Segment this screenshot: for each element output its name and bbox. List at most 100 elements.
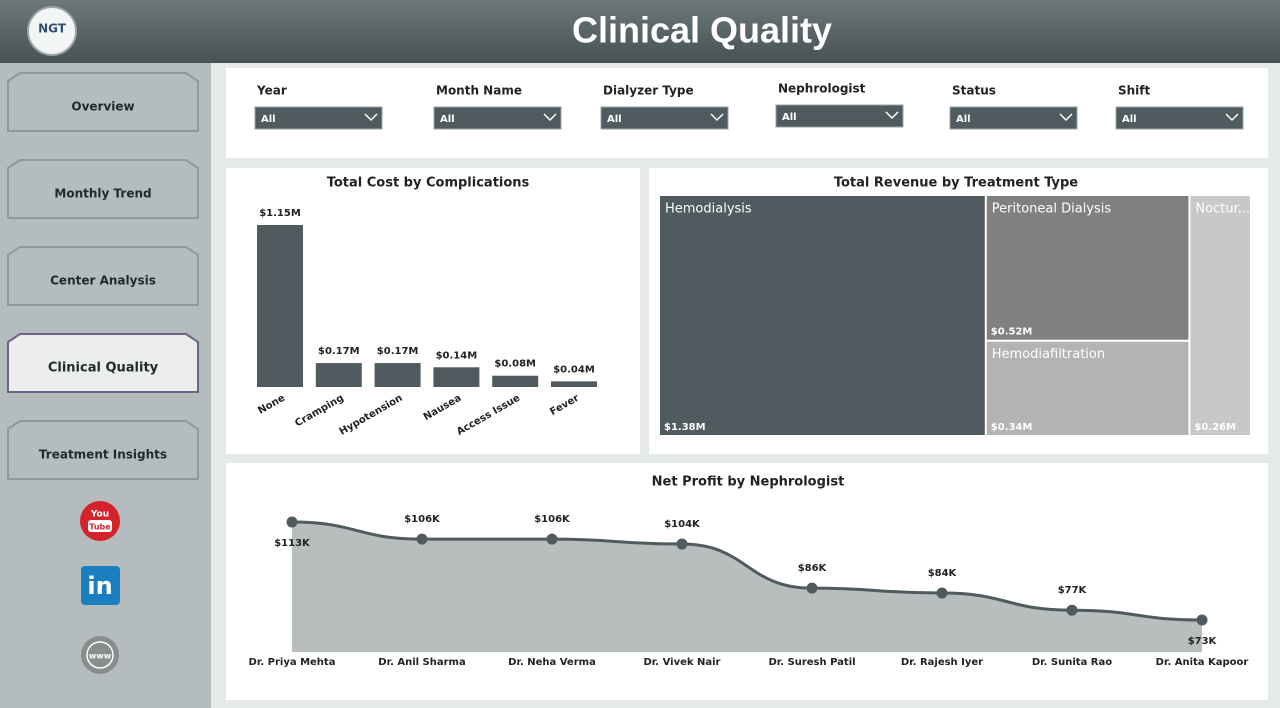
nav-label: Treatment Insights: [39, 448, 167, 462]
data-label: $0.08M: [494, 359, 536, 370]
page-title: Clinical Quality: [572, 10, 832, 51]
data-label: $77K: [1058, 585, 1088, 596]
nav-label: Center Analysis: [50, 274, 156, 288]
nav-label: Overview: [71, 100, 134, 114]
tile-label: Noctur...: [1195, 202, 1250, 217]
point: [416, 533, 428, 545]
dropdown-value: All: [607, 114, 622, 125]
chevron: [543, 113, 557, 122]
web-text: www: [89, 652, 112, 661]
treemap-tile: [1190, 196, 1250, 435]
filter-label: Year: [256, 84, 287, 98]
filter-label: Shift: [1118, 84, 1151, 98]
x-tick-label: Dr. Rajesh Iyer: [901, 657, 983, 668]
tile-value: $0.34M: [991, 422, 1033, 433]
chart-title: Net Profit by Nephrologist: [652, 475, 845, 490]
point: [1066, 604, 1078, 616]
data-label: $0.17M: [377, 346, 419, 357]
filter-label: Month Name: [436, 84, 522, 98]
filter-panel: [226, 68, 1268, 158]
data-label: $86K: [798, 563, 828, 574]
treemap-tile: [986, 341, 1189, 435]
header-bar: [0, 0, 1280, 63]
nav-label: Clinical Quality: [48, 361, 159, 376]
point: [1196, 614, 1208, 626]
point: [286, 516, 298, 528]
point: [936, 587, 948, 599]
data-label: $106K: [404, 514, 441, 525]
x-tick-label: Dr. Anita Kapoor: [1156, 657, 1249, 668]
nav-button[interactable]: [7, 72, 199, 132]
bar: [492, 375, 539, 387]
bar: [315, 363, 362, 387]
globe: [86, 641, 114, 669]
nav-button[interactable]: [7, 159, 199, 219]
data-label: $0.04M: [553, 364, 595, 375]
dropdown[interactable]: [1115, 106, 1244, 130]
dropdown-value: All: [782, 112, 797, 123]
point: [806, 582, 818, 594]
linkedin-icon[interactable]: [81, 566, 120, 605]
logo: [27, 6, 77, 56]
dropdown-value: All: [956, 114, 971, 125]
data-label: $73K: [1188, 636, 1218, 647]
nav-button[interactable]: [7, 420, 199, 480]
youtube-badge: [88, 520, 112, 532]
bar: [551, 381, 597, 387]
chevron: [885, 111, 899, 120]
tile-label: Peritoneal Dialysis: [992, 202, 1112, 217]
treemap-tile: [986, 196, 1189, 340]
logo-text: NGT: [38, 22, 67, 36]
dropdown-value: All: [261, 114, 276, 125]
chart-title: Total Cost by Complications: [327, 176, 530, 191]
treemap-tile: [660, 196, 985, 435]
x-tick-label: Dr. Priya Mehta: [249, 657, 336, 668]
point: [676, 538, 688, 550]
x-tick-label: Dr. Vivek Nair: [644, 657, 721, 668]
filter-label: Status: [952, 84, 996, 98]
tile-label: Hemodialysis: [665, 202, 752, 217]
tile-value: $1.38M: [664, 422, 706, 433]
chart-title: Total Revenue by Treatment Type: [834, 176, 1078, 191]
dropdown[interactable]: [433, 106, 562, 130]
linkedin-text: in: [87, 572, 112, 600]
bar: [257, 225, 303, 387]
data-label: $106K: [534, 514, 571, 525]
chevron: [1059, 113, 1073, 122]
data-label: $104K: [664, 519, 701, 530]
x-tick-label: Dr. Anil Sharma: [378, 657, 465, 668]
dropdown[interactable]: [600, 106, 729, 130]
nav-label: Monthly Trend: [54, 187, 151, 201]
data-label: $113K: [274, 538, 311, 549]
data-label: $1.15M: [259, 208, 301, 219]
area: [292, 522, 1202, 652]
youtube-text: Tube: [89, 523, 111, 532]
line: [291, 520, 1203, 622]
nav-button[interactable]: [7, 246, 199, 306]
filter-label: Nephrologist: [778, 82, 866, 96]
dropdown[interactable]: [949, 106, 1078, 130]
dropdown-value: All: [440, 114, 455, 125]
data-label: $0.17M: [318, 346, 360, 357]
point: [546, 533, 558, 545]
x-tick-label: Dr. Sunita Rao: [1032, 657, 1112, 668]
filter-label: Dialyzer Type: [603, 84, 694, 98]
tile-label: Hemodiafiltration: [992, 347, 1105, 362]
nav-button[interactable]: [7, 333, 199, 393]
bar: [374, 363, 421, 387]
bar: [433, 367, 480, 387]
youtube-text: You: [90, 510, 109, 520]
tile-value: $0.26M: [1194, 422, 1236, 433]
chevron: [364, 113, 378, 122]
data-label: $0.14M: [436, 350, 478, 361]
dropdown[interactable]: [775, 104, 904, 128]
chevron: [1225, 113, 1239, 122]
tile-value: $0.52M: [991, 327, 1033, 338]
dropdown-value: All: [1122, 114, 1137, 125]
dropdown[interactable]: [254, 106, 383, 130]
x-tick-label: Dr. Neha Verma: [508, 657, 596, 668]
data-label: $84K: [928, 568, 958, 579]
chevron: [710, 113, 724, 122]
